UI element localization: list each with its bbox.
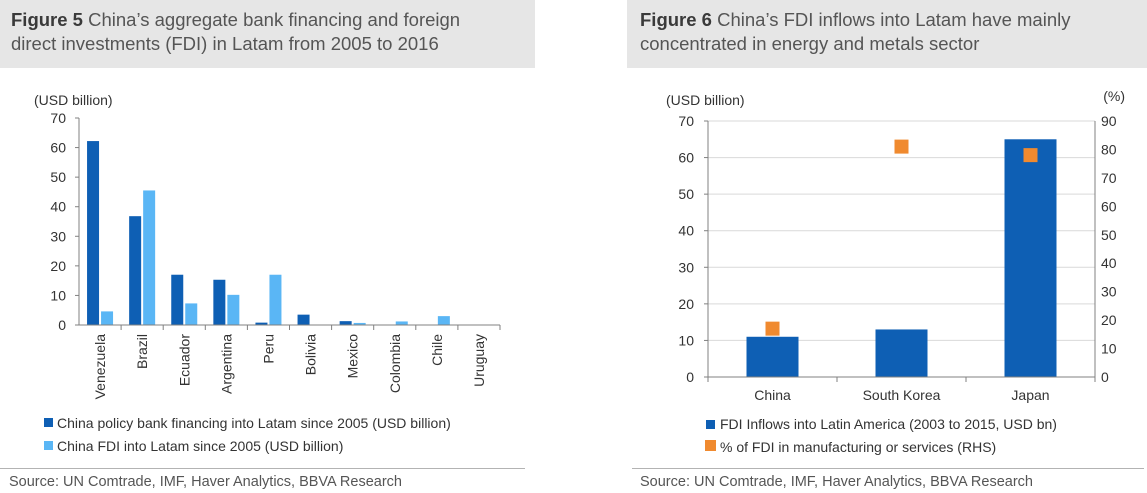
figure-5-x-tick-label: Bolivia [303,334,319,375]
figure-6-panel: Figure 6 China’s FDI inflows into Latam … [627,0,1147,493]
figure-5-bar-fdi [143,190,156,325]
figure-6-legend-label: % of FDI in manufacturing or services (R… [720,439,996,455]
figure-6-x-tick-label: Japan [1011,387,1049,403]
figure-5-bar-fdi [437,316,450,325]
figure-6-y-axis-right-label: (%) [1103,88,1125,104]
figure-6-y-right-tick-label: 90 [1101,113,1117,129]
figure-5-x-tick-label: Chile [429,334,445,366]
figure-5-title: Figure 5 China’s aggregate bank financin… [11,8,460,56]
figure-5-x-tick-label: Colombia [387,334,403,393]
figure-6-y-tick-label: 20 [678,296,694,312]
figure-6-y-right-tick-label: 10 [1101,341,1117,357]
figure-6-legend-label: FDI Inflows into Latin America (2003 to … [720,416,1057,432]
figure-6-legend-swatch [705,440,716,451]
figure-6-y-tick-label: 30 [678,259,694,275]
figure-5-title-line2: direct investments (FDI) in Latam from 2… [11,33,439,54]
figure-5-legend-label: China FDI into Latam since 2005 (USD bil… [57,438,343,454]
figure-6-y-right-tick-label: 80 [1101,141,1117,157]
figure-5-x-tick-label: Peru [260,334,276,364]
figure-6-source: Source: UN Comtrade, IMF, Haver Analytic… [640,474,1033,490]
figure-6-title-line1: China’s FDI inflows into Latam have main… [717,9,1071,30]
figure-6-y-axis-label: (USD billion) [666,92,745,108]
figure-6-y-right-tick-label: 0 [1101,369,1109,385]
figure-5-legend-swatch [44,441,53,450]
figure-5-bar-policy-financing [297,314,310,325]
figure-6-y-tick-label: 50 [678,186,694,202]
figure-5-y-tick-label: 60 [50,140,66,156]
figure-6-y-tick-label: 60 [678,150,694,166]
figure-6-y-right-tick-label: 40 [1101,255,1117,271]
figure-5-source-rule [0,468,525,469]
figure-5-y-tick-label: 50 [50,169,66,185]
figure-5-y-axis-label: (USD billion) [34,92,113,108]
figure-6-chart: (USD billion) (%) 0 10 20 30 40 50 60 70 0 10 20 30 40… [666,88,1125,455]
figure-6-y-tick-label: 40 [678,223,694,239]
figure-6-source-rule [632,468,1144,469]
figure-5-x-tick-label: Argentina [218,334,234,394]
figure-5-x-tick-label: Brazil [134,334,150,369]
figure-5-source: Source: UN Comtrade, IMF, Haver Analytic… [9,474,402,490]
figure-5-y-tick-label: 30 [50,228,66,244]
figure-6-x-tick-label: China [754,387,791,403]
figure-6-legend-swatch [706,420,715,429]
figure-5-legend-swatch [44,418,53,427]
figure-6-y-right-tick-label: 20 [1101,312,1117,328]
figure-6-y-right-tick-label: 50 [1101,227,1117,243]
figure-5-y-tick-label: 0 [58,317,66,333]
figure-5-bar-fdi [185,303,198,325]
figure-5-y-tick-label: 70 [50,110,66,126]
figure-5-bar-fdi [101,311,114,325]
figure-6-y-right-tick-label: 70 [1101,170,1117,186]
figure-5-title-box: Figure 5 China’s aggregate bank financin… [0,0,535,68]
figure-5-bar-policy-financing [339,321,352,325]
figure-6-y-tick-label: 0 [686,369,694,385]
figure-6-bar-fdi-inflows [1004,139,1057,377]
figure-5-legend-label: China policy bank financing into Latam s… [57,415,451,431]
figure-6-marker-manufacturing-share [765,321,780,336]
figure-5-title-prefix: Figure 5 [11,9,83,30]
figure-6-bar-fdi-inflows [746,336,799,377]
figure-5-x-tick-label: Mexico [345,334,361,379]
figure-5-y-tick-label: 10 [50,287,66,303]
figure-6-title-prefix: Figure 6 [640,9,712,30]
figure-5-y-tick-label: 40 [50,199,66,215]
figure-5-bar-policy-financing [213,279,226,325]
figure-5-x-tick-label: Venezuela [92,334,108,400]
figure-5-bar-fdi [353,322,366,325]
figure-6-x-tick-label: South Korea [863,387,941,403]
figure-6-marker-manufacturing-share [894,139,909,154]
figure-6-y-right-tick-label: 30 [1101,284,1117,300]
figure-5-bar-policy-financing [171,274,184,325]
figure-5-bar-policy-financing [255,322,268,325]
figure-6-title-line2: concentrated in energy and metals sector [640,33,980,54]
figure-6-title: Figure 6 China’s FDI inflows into Latam … [640,8,1070,56]
figure-5-bar-fdi [269,274,282,325]
figure-5-bar-fdi [227,294,240,325]
figure-5-bar-policy-financing [129,216,142,325]
figure-5-x-tick-label: Ecuador [176,334,192,386]
figure-6-bar-fdi-inflows [875,329,928,377]
figure-5-panel: Figure 5 China’s aggregate bank financin… [0,0,535,493]
figure-6-y-tick-label: 70 [678,113,694,129]
figure-5-bar-fdi [395,321,408,325]
figure-5-y-tick-label: 20 [50,258,66,274]
figure-5-bar-policy-financing [87,141,100,325]
figure-6-y-tick-label: 10 [678,332,694,348]
figure-5-x-tick-label: Uruguay [471,334,487,387]
figure-5-chart: (USD billion) 0 10 20 30 40 50 60 70 Venezuela Bra… [34,92,501,454]
figure-5-title-line1: China’s aggregate bank financing and for… [88,9,461,30]
figure-6-marker-manufacturing-share [1023,148,1038,163]
figure-6-title-box: Figure 6 China’s FDI inflows into Latam … [627,0,1147,68]
figure-6-y-right-tick-label: 60 [1101,198,1117,214]
